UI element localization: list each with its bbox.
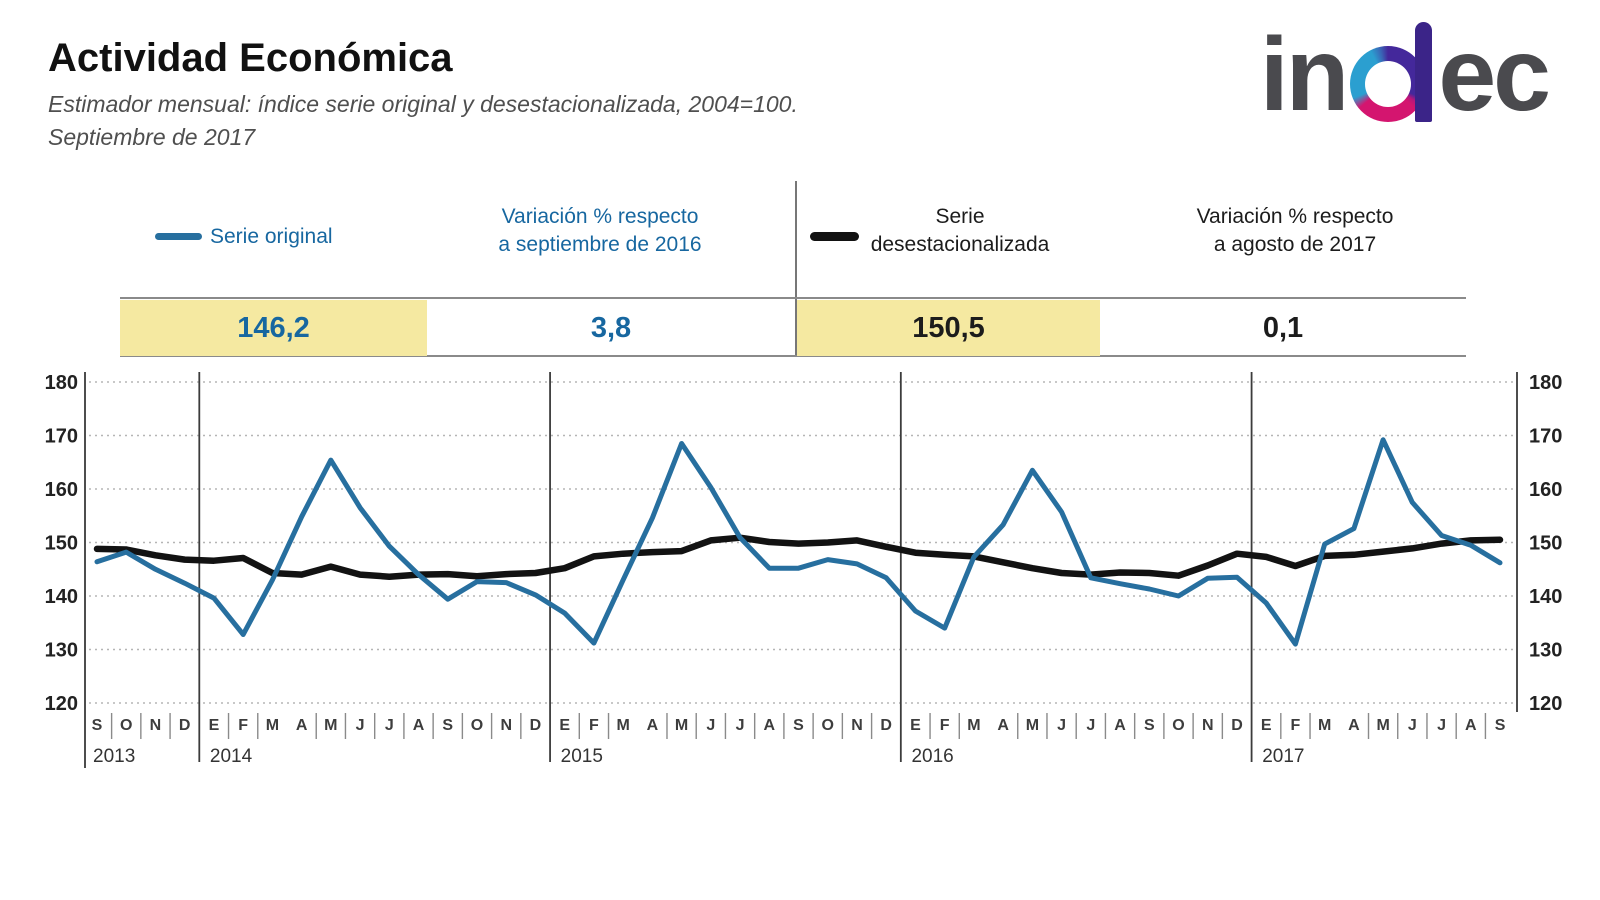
y-axis-label-right-160: 160 xyxy=(1529,479,1562,501)
month-label-15: D xyxy=(530,717,542,734)
month-label-33: J xyxy=(1057,717,1066,734)
y-axis-label-right-150: 150 xyxy=(1529,533,1562,555)
y-axis-label-left-140: 140 xyxy=(45,586,78,608)
legend-original-label: Serie original xyxy=(210,225,333,248)
month-label-17: F xyxy=(589,717,599,734)
page-subtitle: Estimador mensual: índice serie original… xyxy=(48,88,798,154)
month-label-45: J xyxy=(1408,717,1417,734)
original-variation-cell: 3,8 xyxy=(590,311,632,344)
summary-row-top-rule xyxy=(120,297,1466,299)
summary-row-bottom-rule xyxy=(120,355,1466,357)
original-series-marker-icon xyxy=(155,233,202,240)
month-label-25: O xyxy=(822,717,834,734)
month-label-4: E xyxy=(209,717,220,734)
month-label-23: A xyxy=(764,717,776,734)
year-label-2017: 2017 xyxy=(1262,746,1304,767)
month-label-34: J xyxy=(1086,717,1095,734)
month-label-27: D xyxy=(880,717,892,734)
legend-desest-label: Serie desestacionalizada xyxy=(870,205,1050,256)
month-label-19: A xyxy=(647,717,659,734)
legend-divider xyxy=(795,181,797,355)
y-axis-label-right-140: 140 xyxy=(1529,586,1562,608)
month-label-14: N xyxy=(500,717,512,734)
indec-logo: in ec xyxy=(1259,14,1551,134)
series-line-original_line xyxy=(94,437,1503,647)
month-label-5: F xyxy=(238,717,248,734)
subtitle-line-2: Septiembre de 2017 xyxy=(48,124,256,150)
month-label-24: S xyxy=(793,717,804,734)
legend-desest-variation-label: Variación % respecto a agosto de 2017 xyxy=(1196,205,1394,256)
year-label-2013: 2013 xyxy=(93,746,135,767)
y-axis-label-left-130: 130 xyxy=(45,640,78,662)
month-label-38: N xyxy=(1202,717,1214,734)
y-axis-label-right-180: 180 xyxy=(1529,372,1562,394)
month-label-31: A xyxy=(997,717,1009,734)
month-label-8: M xyxy=(324,717,337,734)
month-label-46: J xyxy=(1437,717,1446,734)
month-label-7: A xyxy=(296,717,308,734)
month-label-21: J xyxy=(706,717,715,734)
month-label-13: O xyxy=(471,717,483,734)
y-axis-label-left-150: 150 xyxy=(45,533,78,555)
month-label-37: O xyxy=(1172,717,1184,734)
series-line-desest_line xyxy=(93,534,1504,580)
month-label-12: S xyxy=(442,717,453,734)
month-label-35: A xyxy=(1114,717,1126,734)
month-label-44: M xyxy=(1376,717,1389,734)
month-label-20: M xyxy=(675,717,688,734)
page-title: Actividad Económica xyxy=(48,36,453,80)
year-label-2016: 2016 xyxy=(911,746,953,767)
month-label-22: J xyxy=(736,717,745,734)
month-label-1: O xyxy=(120,717,132,734)
logo-stem xyxy=(1415,22,1433,122)
y-axis-label-left-180: 180 xyxy=(45,372,78,394)
legend-original-variation-label: Variación % respecto a septiembre de 201… xyxy=(498,205,702,256)
logo-text-in: in xyxy=(1259,17,1349,134)
month-label-16: E xyxy=(559,717,570,734)
month-label-39: D xyxy=(1231,717,1243,734)
month-label-32: M xyxy=(1026,717,1039,734)
month-label-26: N xyxy=(851,717,863,734)
month-label-40: E xyxy=(1261,717,1272,734)
year-label-2015: 2015 xyxy=(561,746,603,767)
month-label-43: A xyxy=(1348,717,1360,734)
y-axis-label-left-170: 170 xyxy=(45,426,78,448)
y-axis-label-right-130: 130 xyxy=(1529,640,1562,662)
y-axis-label-right-170: 170 xyxy=(1529,426,1562,448)
month-label-29: F xyxy=(940,717,950,734)
month-label-41: F xyxy=(1291,717,1301,734)
month-label-2: N xyxy=(150,717,162,734)
month-label-10: J xyxy=(385,717,394,734)
month-label-6: M xyxy=(266,717,279,734)
desest-variation-cell: 0,1 xyxy=(1262,311,1304,344)
original-value-cell: 146,2 xyxy=(120,300,427,356)
logo-ring-icon xyxy=(1350,46,1427,122)
y-axis-label-left-160: 160 xyxy=(45,479,78,501)
y-axis-label-left-120: 120 xyxy=(45,693,78,715)
month-label-48: S xyxy=(1495,717,1506,734)
month-label-0: S xyxy=(92,717,103,734)
desest-series-marker-icon xyxy=(810,232,859,241)
month-label-36: S xyxy=(1144,717,1155,734)
month-label-3: D xyxy=(179,717,191,734)
month-label-18: M xyxy=(616,717,629,734)
month-label-42: M xyxy=(1318,717,1331,734)
subtitle-line-1: Estimador mensual: índice serie original… xyxy=(48,91,798,117)
logo-d-icon xyxy=(1350,20,1436,124)
y-axis-label-right-120: 120 xyxy=(1529,693,1562,715)
month-label-28: E xyxy=(910,717,921,734)
month-label-11: A xyxy=(413,717,425,734)
logo-text-ec: ec xyxy=(1438,17,1551,134)
month-label-9: J xyxy=(356,717,365,734)
month-label-30: M xyxy=(967,717,980,734)
desest-value-cell: 150,5 xyxy=(797,300,1100,356)
month-label-47: A xyxy=(1465,717,1477,734)
year-label-2014: 2014 xyxy=(210,746,253,767)
